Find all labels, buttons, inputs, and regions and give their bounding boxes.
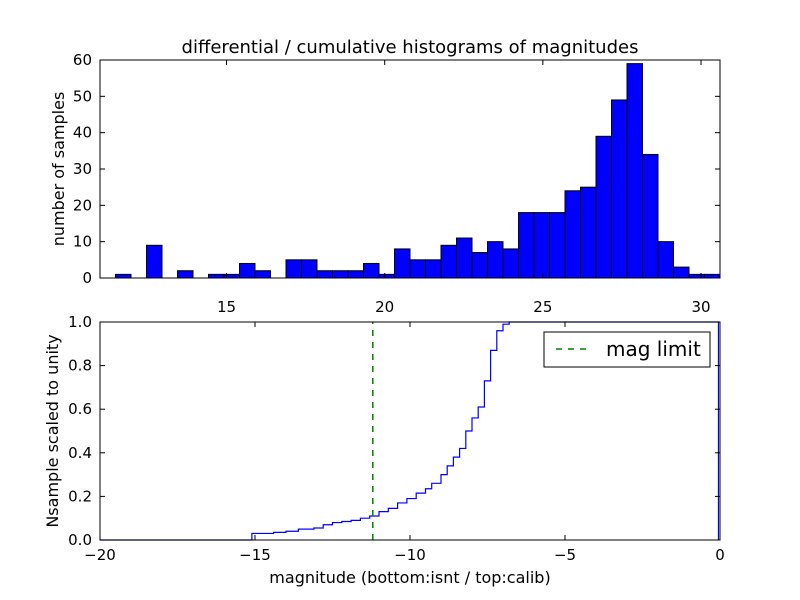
cumulative-y-tick-label: 0.4: [68, 444, 92, 462]
cumulative-x-tick-label: −5: [554, 546, 576, 564]
legend-entry-mag-limit: mag limit: [606, 337, 701, 361]
cumulative-axes: 0.0 0.2 0.4 0.6 0.8 1.0 −20 −15 −10 −5 0 Nsample s…: [43, 313, 725, 587]
cumulative-frame: [99, 321, 721, 541]
histogram-y-tick-label: 20: [73, 196, 92, 214]
legend: mag limit: [543, 331, 711, 368]
histogram-bars: [115, 63, 721, 279]
chart-title: differential / cumulative histograms of …: [182, 37, 639, 58]
histogram-y-tick-label: 30: [73, 160, 92, 178]
histogram-bar: [456, 237, 473, 279]
histogram-bar: [146, 244, 163, 279]
cumulative-y-tick-label: 0.6: [68, 400, 92, 418]
histogram-bar: [580, 186, 597, 279]
histogram-bar: [394, 248, 411, 279]
histogram-bar: [487, 241, 504, 279]
histogram-y-tick-label: 60: [73, 51, 92, 69]
histogram-x-tick-label: 15: [217, 298, 236, 316]
cumulative-step-line: [100, 321, 720, 541]
histogram-bar: [549, 212, 566, 279]
histogram-bar: [285, 259, 302, 279]
histogram-bar: [332, 270, 349, 279]
cumulative-y-tick-label: 0.0: [68, 531, 92, 549]
histogram-y-tick-label: 50: [73, 87, 92, 105]
histogram-y-axis-label: number of samples: [49, 92, 68, 247]
cumulative-y-axis-label: Nsample scaled to unity: [43, 334, 62, 527]
histogram-bar: [595, 135, 612, 279]
cumulative-x-tick-label: −10: [394, 546, 426, 564]
cumulative-x-tick-label: −15: [239, 546, 271, 564]
histogram-bar: [626, 63, 643, 279]
histogram-y-tick-label: 40: [73, 124, 92, 142]
cumulative-x-tick-label: −20: [84, 546, 116, 564]
histogram-axes: 0 10 20 30 40 50 60 15 20 25 30 number of samples: [49, 51, 721, 316]
cumulative-ticks: 0.0 0.2 0.4 0.6 0.8 1.0 −20 −15 −10 −5 0: [68, 313, 725, 564]
histogram-bar: [533, 212, 550, 279]
cumulative-y-tick-label: 1.0: [68, 313, 92, 331]
histogram-bar: [673, 266, 690, 279]
cumulative-x-axis-label: magnitude (bottom:isnt / top:calib): [269, 568, 550, 587]
histogram-bar: [611, 99, 628, 279]
histogram-x-tick-label: 25: [533, 298, 552, 316]
histogram-y-tick-label: 10: [73, 233, 92, 251]
histogram-x-tick-label: 30: [691, 298, 710, 316]
histogram-bar: [688, 273, 705, 279]
histogram-frame: [99, 59, 721, 279]
histogram-bar: [254, 270, 271, 279]
histogram-bar: [363, 262, 380, 279]
histogram-bar: [316, 270, 333, 279]
histogram-bar: [177, 270, 194, 279]
histogram-y-tick-label: 0: [82, 269, 92, 287]
histogram-bar: [642, 153, 659, 279]
histogram-bar: [564, 190, 581, 279]
histogram-bar: [208, 273, 225, 279]
histogram-ticks: 0 10 20 30 40 50 60 15 20 25 30: [73, 51, 720, 316]
histogram-bar: [657, 241, 674, 279]
histogram-bar: [115, 273, 132, 279]
histogram-bar: [301, 259, 318, 279]
cumulative-y-tick-label: 0.2: [68, 487, 92, 505]
histogram-bar: [502, 248, 519, 279]
histogram-bar: [409, 259, 426, 279]
cumulative-x-tick-label: 0: [715, 546, 725, 564]
histogram-bar: [471, 252, 488, 279]
histogram-bar: [440, 244, 457, 279]
histogram-bar: [704, 273, 721, 279]
histogram-bar: [378, 273, 395, 279]
cumulative-lines: [100, 321, 720, 541]
histogram-x-tick-label: 20: [375, 298, 394, 316]
histogram-bar: [347, 270, 364, 279]
histogram-bar: [425, 259, 442, 279]
cumulative-y-tick-label: 0.8: [68, 357, 92, 375]
histogram-bar: [518, 212, 535, 279]
histogram-bar: [239, 262, 256, 279]
